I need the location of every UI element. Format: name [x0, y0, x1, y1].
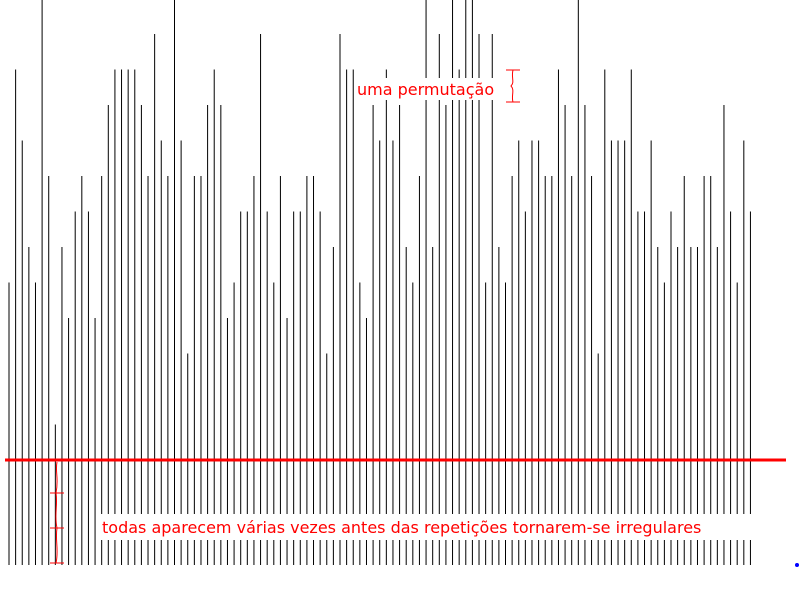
bottom-label: todas aparecem várias vezes antes das re…	[102, 518, 701, 537]
bottom-brace-stroke-3	[55, 461, 58, 564]
top-brace-stroke-2	[510, 69, 514, 103]
bottom-brace-marker	[50, 461, 64, 564]
end-dot	[795, 563, 799, 567]
top-brace-marker	[506, 69, 520, 103]
top-label-bg	[355, 78, 507, 100]
top-label: uma permutação	[357, 80, 494, 99]
bottom-label-bg	[98, 514, 764, 540]
